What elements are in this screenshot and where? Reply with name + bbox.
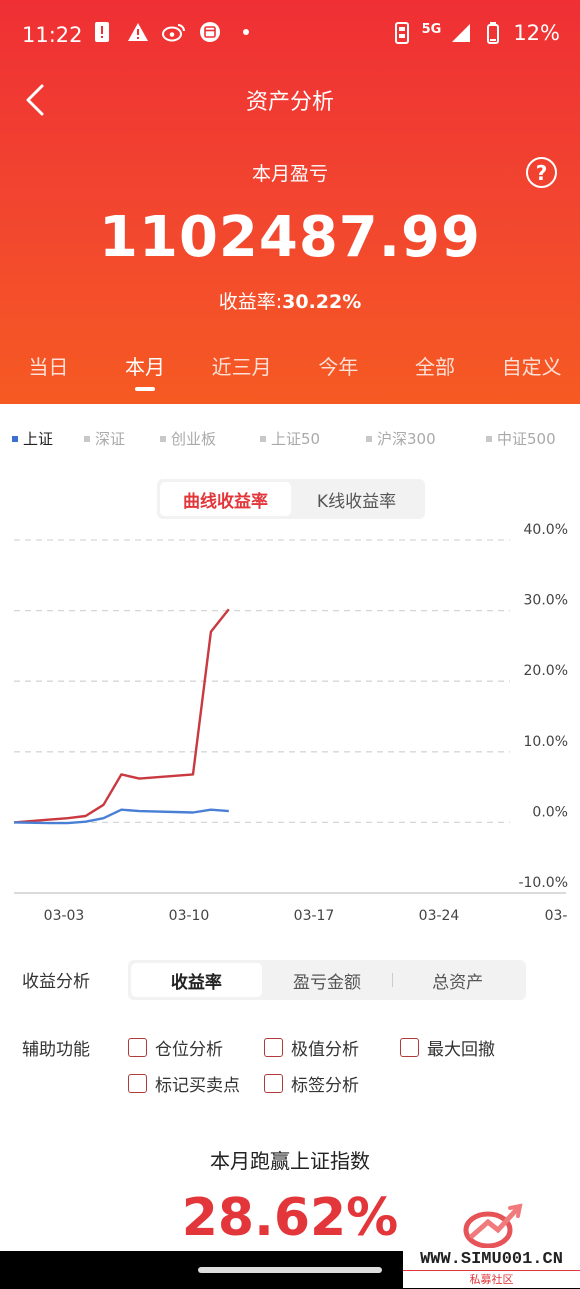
- y-tick-label: 40.0%: [524, 522, 568, 538]
- watermark-subtext: 私募社区: [403, 1270, 580, 1288]
- aux-label: 辅助功能: [22, 1040, 90, 1060]
- checkbox-position-analysis[interactable]: 仓位分析: [128, 1035, 223, 1060]
- status-time: 11:22: [22, 23, 83, 47]
- pl-label: 本月盈亏: [251, 163, 328, 185]
- more-notifications-dot-icon: [234, 20, 258, 44]
- x-tick-label: 03-: [545, 908, 568, 924]
- legend-item-hs300[interactable]: 沪深300: [366, 428, 436, 449]
- watermark: WWW.SIMU001.CN 私募社区: [403, 1198, 580, 1288]
- legend-dot: [12, 435, 18, 442]
- legend-label: 上证: [23, 430, 54, 448]
- legend-label: 上证50: [271, 430, 321, 448]
- legend-dot: [366, 435, 372, 442]
- tab-custom[interactable]: 自定义: [501, 355, 562, 379]
- legend-dot: [260, 435, 266, 442]
- tab-three-months[interactable]: 近三月: [211, 355, 272, 379]
- checkbox-tag-analysis[interactable]: 标签分析: [264, 1071, 359, 1096]
- seg-return-rate[interactable]: 收益率: [131, 963, 262, 997]
- sim-icon: [390, 21, 414, 45]
- y-tick-label: -10.0%: [518, 875, 568, 891]
- watermark-logo-icon: [463, 1203, 523, 1249]
- legend-dot: [84, 435, 90, 442]
- checkbox-label: 极值分析: [291, 1040, 359, 1060]
- x-tick-label: 03-03: [44, 908, 85, 924]
- x-tick-label: 03-24: [419, 908, 460, 924]
- system-icons: 5G 12%: [390, 21, 560, 45]
- watermark-text: WWW.SIMU001.CN: [403, 1248, 580, 1271]
- y-tick-label: 0.0%: [532, 804, 568, 820]
- checkbox-box: [264, 1074, 283, 1093]
- legend-item-sz50[interactable]: 上证50: [260, 428, 320, 449]
- legend-label: 中证500: [497, 430, 556, 448]
- help-icon[interactable]: ?: [526, 157, 557, 188]
- beat-index-label: 本月跑赢上证指数: [210, 1149, 370, 1173]
- back-button[interactable]: [20, 82, 56, 118]
- status-bar: 11:22 5G: [0, 0, 580, 72]
- legend-item-sz[interactable]: 深证: [84, 428, 125, 449]
- notification-icons: [90, 20, 258, 44]
- checkbox-box: [128, 1038, 147, 1057]
- home-indicator[interactable]: [198, 1267, 382, 1273]
- checkbox-box: [400, 1038, 419, 1057]
- page-title: 资产分析: [245, 90, 334, 115]
- pl-rate-label: 收益率:: [218, 291, 283, 313]
- checkbox-box: [128, 1074, 147, 1093]
- seg-total-assets[interactable]: 总资产: [392, 963, 523, 997]
- index-legend: 上证 深证 创业板 上证50 沪深300 中证500: [0, 428, 580, 452]
- pl-rate: 收益率:30.22%: [0, 287, 580, 314]
- calendar-app-icon: [198, 20, 222, 44]
- signal-icon: [449, 21, 473, 45]
- checkbox-label: 标签分析: [291, 1076, 359, 1096]
- legend-item-sh[interactable]: 上证: [12, 428, 53, 449]
- checkbox-box: [264, 1038, 283, 1057]
- x-tick-label: 03-10: [169, 908, 210, 924]
- tab-this-month[interactable]: 本月: [97, 351, 194, 391]
- tab-all[interactable]: 全部: [415, 355, 456, 379]
- legend-dot: [160, 435, 166, 442]
- checkbox-label: 最大回撤: [427, 1040, 495, 1060]
- legend-label: 深证: [95, 430, 126, 448]
- checkbox-label: 标记买卖点: [155, 1076, 240, 1096]
- pl-value: 1102487.99: [99, 205, 481, 270]
- pl-rate-value: 30.22%: [282, 291, 362, 313]
- legend-label: 创业板: [171, 430, 217, 448]
- chart-type-toggle: 曲线收益率 K线收益率: [157, 479, 425, 519]
- back-arrow-icon: [26, 84, 44, 116]
- header-panel: 11:22 5G: [0, 0, 580, 404]
- checkbox-label: 仓位分析: [155, 1040, 223, 1060]
- legend-item-cyb[interactable]: 创业板: [160, 428, 216, 449]
- legend-item-zz500[interactable]: 中证500: [486, 428, 556, 449]
- tab-this-year[interactable]: 今年: [318, 355, 359, 379]
- alert-notification-icon: [90, 20, 114, 44]
- checkbox-trade-points[interactable]: 标记买卖点: [128, 1071, 240, 1096]
- battery-icon: [481, 21, 505, 45]
- analysis-label: 收益分析: [22, 972, 90, 992]
- toggle-kline-return[interactable]: K线收益率: [316, 491, 397, 512]
- y-tick-label: 30.0%: [524, 593, 568, 609]
- weibo-icon: [162, 20, 186, 44]
- seg-pl-amount[interactable]: 盈亏金额: [293, 972, 361, 993]
- warning-icon: [126, 20, 150, 44]
- checkbox-max-drawdown[interactable]: 最大回撤: [400, 1035, 495, 1060]
- toggle-curve-return[interactable]: 曲线收益率: [160, 482, 291, 516]
- tab-today[interactable]: 当日: [28, 355, 69, 379]
- analysis-segment: 收益率 盈亏金额 总资产: [128, 960, 526, 1000]
- legend-label: 沪深300: [377, 430, 436, 448]
- checkbox-extreme-analysis[interactable]: 极值分析: [264, 1035, 359, 1060]
- battery-level: 12%: [513, 21, 560, 45]
- legend-dot: [486, 435, 492, 442]
- y-tick-label: 20.0%: [524, 663, 568, 679]
- network-type: 5G: [421, 21, 442, 37]
- x-tick-label: 03-17: [294, 908, 335, 924]
- beat-index-value: 28.62%: [181, 1188, 399, 1248]
- y-tick-label: 10.0%: [524, 734, 568, 750]
- return-chart: 40.0% 30.0% 20.0% 10.0% 0.0% -10.0% 03-03 03-10…: [13, 522, 568, 924]
- index-return-line: [13, 808, 229, 825]
- period-tabs: 当日 本月 近三月 今年 全部 自定义: [0, 351, 580, 391]
- nav-bar: 资产分析: [0, 72, 580, 128]
- portfolio-return-line: [13, 608, 230, 824]
